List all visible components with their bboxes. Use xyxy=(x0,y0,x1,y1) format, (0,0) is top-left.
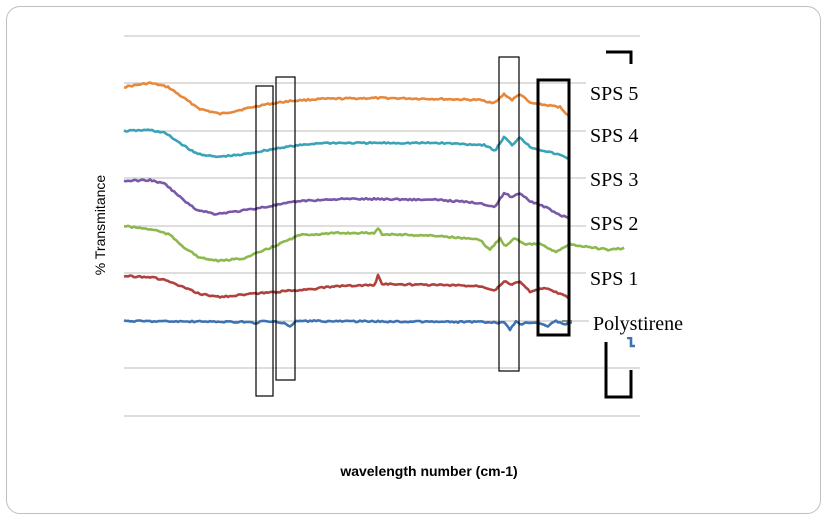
legend-marker-polystirene xyxy=(627,336,635,348)
series-line-sps4 xyxy=(123,128,571,160)
series-label-bg xyxy=(589,311,709,337)
series-line-sps3 xyxy=(123,178,571,220)
highlight-bracket-bottom xyxy=(604,342,633,399)
series-label-bg xyxy=(586,81,646,107)
grid-lines xyxy=(124,35,640,417)
series-label-bg xyxy=(586,266,646,292)
series-line-ps xyxy=(123,319,573,332)
highlight-bracket-top xyxy=(606,50,633,64)
chart-frame xyxy=(6,6,821,514)
series-line-sps1 xyxy=(123,273,571,300)
series-label: Polystirene xyxy=(593,313,683,335)
highlight-box xyxy=(255,85,274,397)
highlight-box xyxy=(536,78,571,337)
series-label: SPS 5 xyxy=(590,83,638,105)
series-lines xyxy=(123,81,635,348)
highlight-boxes xyxy=(255,50,633,399)
series-label: SPS 3 xyxy=(590,169,638,191)
series-label: SPS 2 xyxy=(590,213,638,235)
series-label-bg xyxy=(586,123,646,149)
highlight-box xyxy=(275,76,296,381)
highlight-box xyxy=(498,56,520,372)
series-label-bg xyxy=(586,211,646,237)
series-line-sps2 xyxy=(123,224,625,263)
series-label: SPS 4 xyxy=(590,125,638,147)
series-label-bg xyxy=(586,167,646,193)
x-axis-label: wavelength number (cm-1) xyxy=(340,463,518,479)
series-labels: SPS 5 SPS 4 SPS 3 SPS 2 SPS 1 Polystirene xyxy=(586,81,709,337)
y-axis-label: % Transmitance xyxy=(92,174,108,276)
series-line-sps5 xyxy=(123,81,571,118)
series-label: SPS 1 xyxy=(590,268,638,290)
